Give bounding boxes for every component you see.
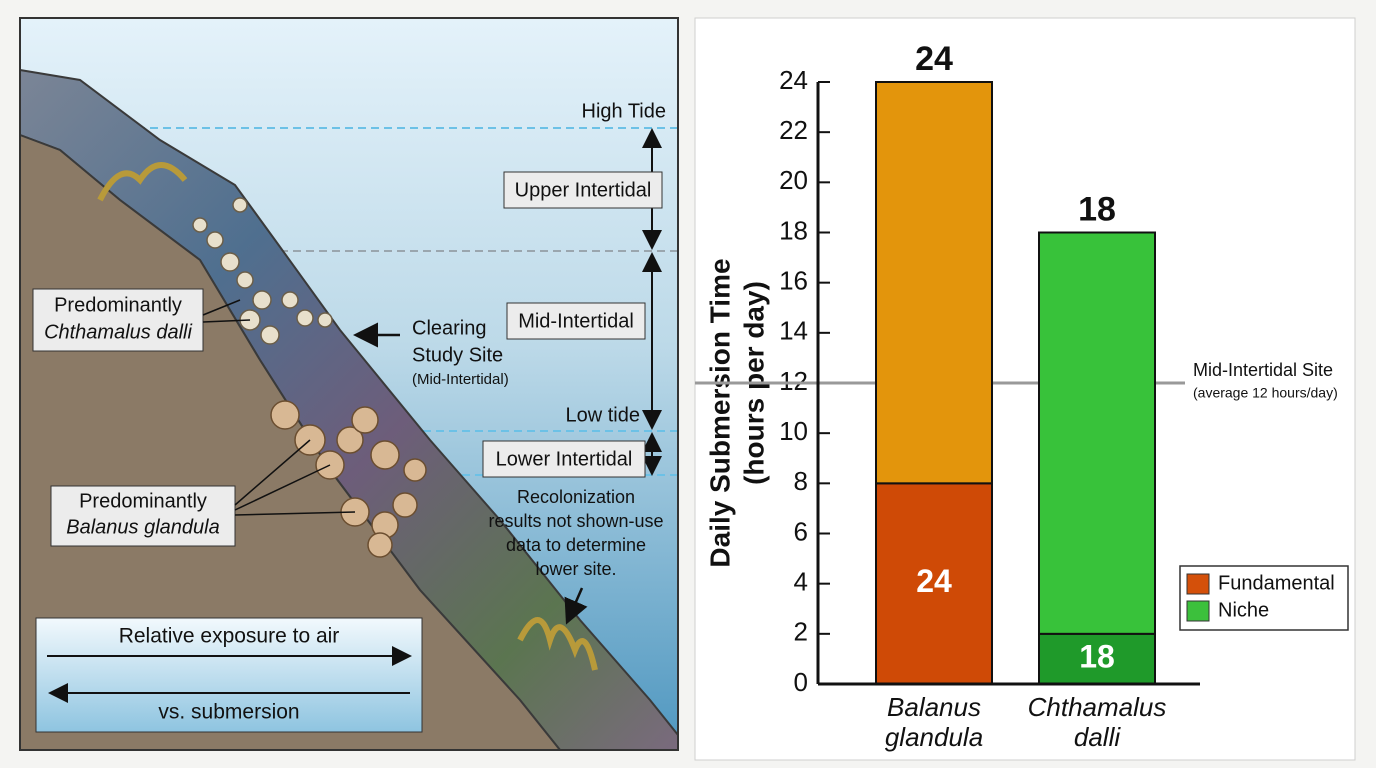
seaweed xyxy=(517,617,598,671)
bar-segment xyxy=(875,482,993,686)
y-tick-label: 14 xyxy=(779,316,808,346)
zone-label: Mid-Intertidal xyxy=(518,310,634,332)
note: data to determine xyxy=(506,535,646,555)
y-tick-label: 12 xyxy=(779,366,808,396)
bar-segment xyxy=(875,81,993,485)
bar-segment xyxy=(1038,632,1156,685)
chthamalus-cluster xyxy=(192,197,333,345)
zone-label: Upper Intertidal xyxy=(515,179,652,201)
total-label: 18 xyxy=(1078,190,1116,228)
species-label: Predominantly xyxy=(54,294,182,316)
label-box xyxy=(32,288,204,352)
pointer xyxy=(202,319,251,323)
pointer xyxy=(234,511,356,516)
pointer xyxy=(234,439,311,506)
total-label: 24 xyxy=(915,40,953,78)
species-label: Balanus glandula xyxy=(66,516,219,538)
zone-label: High Tide xyxy=(582,100,667,122)
site-label: Study Site xyxy=(412,344,503,366)
note-arrow xyxy=(564,587,588,625)
reference-label: (average 12 hours/day) xyxy=(1193,385,1338,401)
y-tick-label: 10 xyxy=(779,416,808,446)
legend-swatch xyxy=(1186,573,1210,595)
seaweed xyxy=(97,162,188,202)
legend-label: Fundamental xyxy=(1218,572,1335,594)
bar-segment xyxy=(1038,231,1156,635)
label-box xyxy=(482,440,646,478)
x-tick-label: Chthamalus dalli xyxy=(1027,692,1167,752)
label-box xyxy=(503,171,663,209)
species-label: Chthamalus dalli xyxy=(44,321,192,343)
legend-label: Niche xyxy=(1218,599,1269,621)
note: Recolonization xyxy=(517,487,635,507)
y-tick-label: 6 xyxy=(794,516,808,546)
pointer xyxy=(234,464,331,511)
site-label: (Mid-Intertidal) xyxy=(412,371,509,388)
exposure-label: vs. submersion xyxy=(158,701,299,724)
note: results not shown-use xyxy=(488,511,663,531)
y-axis-title: Daily Submersion Time xyxy=(704,258,735,567)
y-tick-label: 16 xyxy=(779,266,808,296)
inner-label: 18 xyxy=(1079,638,1115,674)
y-tick-label: 8 xyxy=(794,466,808,496)
label-box xyxy=(50,485,236,547)
note: lower site. xyxy=(535,559,616,579)
y-tick-label: 24 xyxy=(779,65,808,95)
legend-swatch xyxy=(1186,600,1210,622)
zone-label: Low tide xyxy=(566,404,641,426)
zone-label: Lower Intertidal xyxy=(496,448,633,470)
species-label: Predominantly xyxy=(79,490,207,512)
pointer xyxy=(202,299,241,316)
illustration: High Tide Upper Intertidal Mid-Intertida… xyxy=(19,17,679,751)
y-tick-label: 18 xyxy=(779,215,808,245)
x-tick-label: Balanus glandula xyxy=(884,692,984,752)
label-box xyxy=(506,302,646,340)
y-tick-label: 20 xyxy=(779,165,808,195)
y-tick-label: 4 xyxy=(794,567,808,597)
chart-panel xyxy=(694,17,1356,761)
exposure-label: Relative exposure to air xyxy=(119,625,340,648)
inner-label: 24 xyxy=(916,563,952,599)
reference-label: Mid-Intertidal Site xyxy=(1193,360,1333,380)
panel-frame xyxy=(19,17,679,751)
exposure-box xyxy=(35,617,423,733)
y-tick-label: 0 xyxy=(794,667,808,697)
y-tick-label: 22 xyxy=(779,115,808,145)
site-label: Clearing xyxy=(412,317,486,339)
y-tick-label: 2 xyxy=(794,617,808,647)
